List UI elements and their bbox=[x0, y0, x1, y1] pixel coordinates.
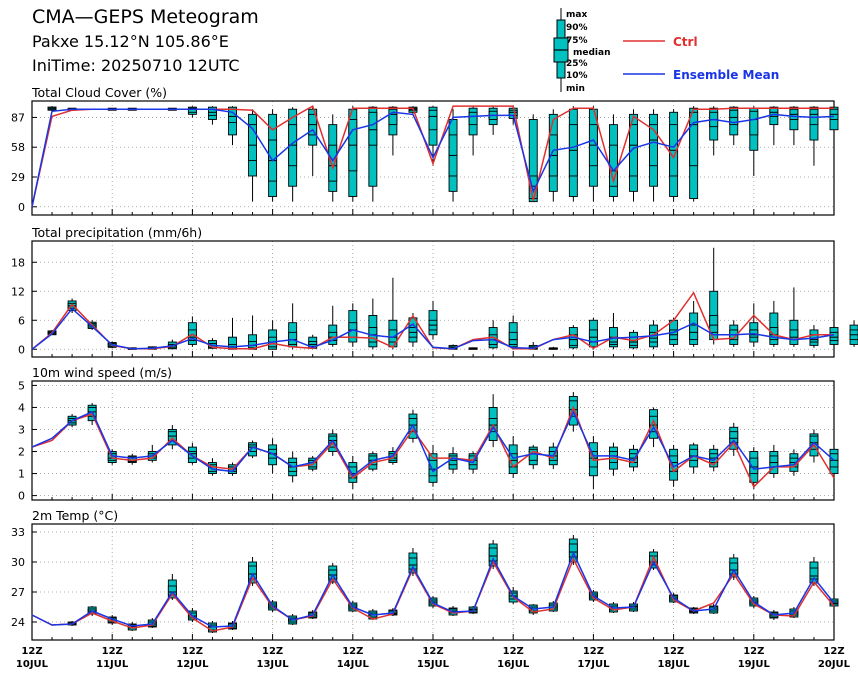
x-tick-label-hour: 12Z bbox=[823, 646, 844, 657]
box-inner bbox=[729, 562, 739, 575]
x-tick-label-hour: 12Z bbox=[743, 646, 764, 657]
box-inner bbox=[388, 329, 398, 343]
y-tick-label: 30 bbox=[11, 556, 25, 569]
mean-line-wind bbox=[31, 410, 835, 477]
box-inner bbox=[328, 144, 338, 182]
y-tick-label: 27 bbox=[11, 586, 25, 599]
x-tick-label-hour: 12Z bbox=[262, 646, 283, 657]
x-tick-label-date: 17JUL bbox=[577, 659, 610, 670]
y-tick-label: 29 bbox=[11, 171, 25, 184]
x-tick-label-hour: 12Z bbox=[583, 646, 604, 657]
box-inner bbox=[368, 111, 378, 146]
box-inner bbox=[187, 107, 197, 113]
panel-title-temp: 2m Temp (°C) bbox=[32, 508, 118, 523]
box-outer bbox=[368, 106, 378, 187]
panel-title-precip: Total precipitation (mm/6h) bbox=[31, 225, 202, 240]
box-inner bbox=[789, 329, 799, 341]
box-inner bbox=[568, 543, 578, 558]
legend-box-label: median bbox=[573, 48, 611, 58]
y-tick-label: 5 bbox=[18, 379, 25, 392]
y-tick-label: 1 bbox=[18, 468, 25, 481]
x-tick-label-date: 20JUL bbox=[818, 659, 851, 670]
legend-box-label: 10% bbox=[566, 71, 588, 81]
x-tick-label-date: 13JUL bbox=[257, 659, 290, 670]
legend-box-label: max bbox=[566, 10, 587, 20]
mean-line-temp bbox=[31, 551, 835, 628]
y-tick-label: 3 bbox=[18, 423, 25, 436]
mean-line-precip bbox=[31, 307, 835, 350]
y-tick-label: 18 bbox=[11, 256, 25, 269]
x-tick-label-date: 18JUL bbox=[658, 659, 691, 670]
y-tick-label: 24 bbox=[11, 616, 25, 629]
location-label: Pakxe 15.12°N 105.86°E bbox=[32, 32, 229, 51]
box-inner bbox=[508, 331, 518, 345]
box-inner bbox=[649, 331, 658, 343]
box-inner bbox=[709, 314, 719, 333]
legend-box-label: 90% bbox=[566, 23, 588, 33]
box-inner bbox=[468, 111, 478, 126]
box-inner bbox=[248, 124, 258, 162]
x-tick-label-hour: 12Z bbox=[663, 646, 684, 657]
x-tick-label-date: 15JUL bbox=[417, 659, 450, 670]
x-tick-label-date: 12JUL bbox=[176, 659, 209, 670]
legend-box-label: 25% bbox=[566, 59, 588, 69]
box-inner bbox=[428, 459, 438, 477]
x-tick-label-date: 11JUL bbox=[96, 659, 129, 670]
y-tick-label: 0 bbox=[18, 343, 25, 356]
box-inner bbox=[749, 110, 759, 136]
y-tick-label: 6 bbox=[18, 314, 25, 327]
chart-title: CMA—GEPS Meteogram bbox=[32, 6, 259, 28]
x-tick-label-hour: 12Z bbox=[102, 646, 123, 657]
box-inner bbox=[288, 331, 298, 345]
box-inner bbox=[749, 457, 759, 475]
box-inner bbox=[689, 448, 699, 461]
y-tick-label: 2 bbox=[18, 446, 25, 459]
init-time-label: IniTime: 20250710 12UTC bbox=[32, 56, 240, 75]
x-tick-label-hour: 12Z bbox=[182, 646, 203, 657]
y-tick-label: 58 bbox=[11, 141, 25, 154]
box-inner bbox=[588, 329, 598, 343]
ctrl-line-temp bbox=[31, 555, 835, 632]
legend-box-label: min bbox=[566, 84, 585, 94]
x-tick-label-date: 16JUL bbox=[497, 659, 530, 670]
panel-title-wind: 10m wind speed (m/s) bbox=[32, 365, 172, 380]
x-tick-label-hour: 12Z bbox=[21, 646, 42, 657]
x-tick-label-hour: 12Z bbox=[422, 646, 443, 657]
box-inner bbox=[689, 111, 699, 167]
legend-mean-label: Ensemble Mean bbox=[673, 68, 779, 82]
y-tick-label: 4 bbox=[18, 401, 25, 414]
x-tick-label-date: 10JUL bbox=[16, 659, 49, 670]
y-tick-label: 33 bbox=[11, 526, 25, 539]
panel-title-cloud: Total Cloud Cover (%) bbox=[31, 85, 167, 100]
legend-box-label: 75% bbox=[566, 36, 588, 46]
y-tick-label: 0 bbox=[18, 490, 25, 503]
box-outer bbox=[528, 119, 538, 203]
box-inner bbox=[829, 331, 839, 342]
y-tick-label: 12 bbox=[11, 285, 25, 298]
box-inner bbox=[187, 451, 197, 459]
y-tick-label: 0 bbox=[18, 201, 25, 214]
box-inner bbox=[187, 329, 197, 342]
x-tick-label-hour: 12Z bbox=[503, 646, 524, 657]
box-inner bbox=[769, 327, 779, 341]
legend-ctrl-label: Ctrl bbox=[673, 35, 698, 49]
box-inner bbox=[508, 109, 518, 116]
x-tick-label-hour: 12Z bbox=[342, 646, 363, 657]
box-inner bbox=[649, 124, 658, 167]
box-inner bbox=[649, 415, 658, 433]
mean-line-cloud bbox=[31, 108, 835, 207]
x-tick-label-date: 14JUL bbox=[337, 659, 370, 670]
x-tick-label-date: 19JUL bbox=[738, 659, 771, 670]
box-inner bbox=[428, 109, 438, 131]
box-inner bbox=[629, 124, 638, 177]
box-inner bbox=[769, 455, 779, 468]
y-tick-label: 87 bbox=[11, 111, 25, 124]
box-inner bbox=[388, 108, 398, 126]
